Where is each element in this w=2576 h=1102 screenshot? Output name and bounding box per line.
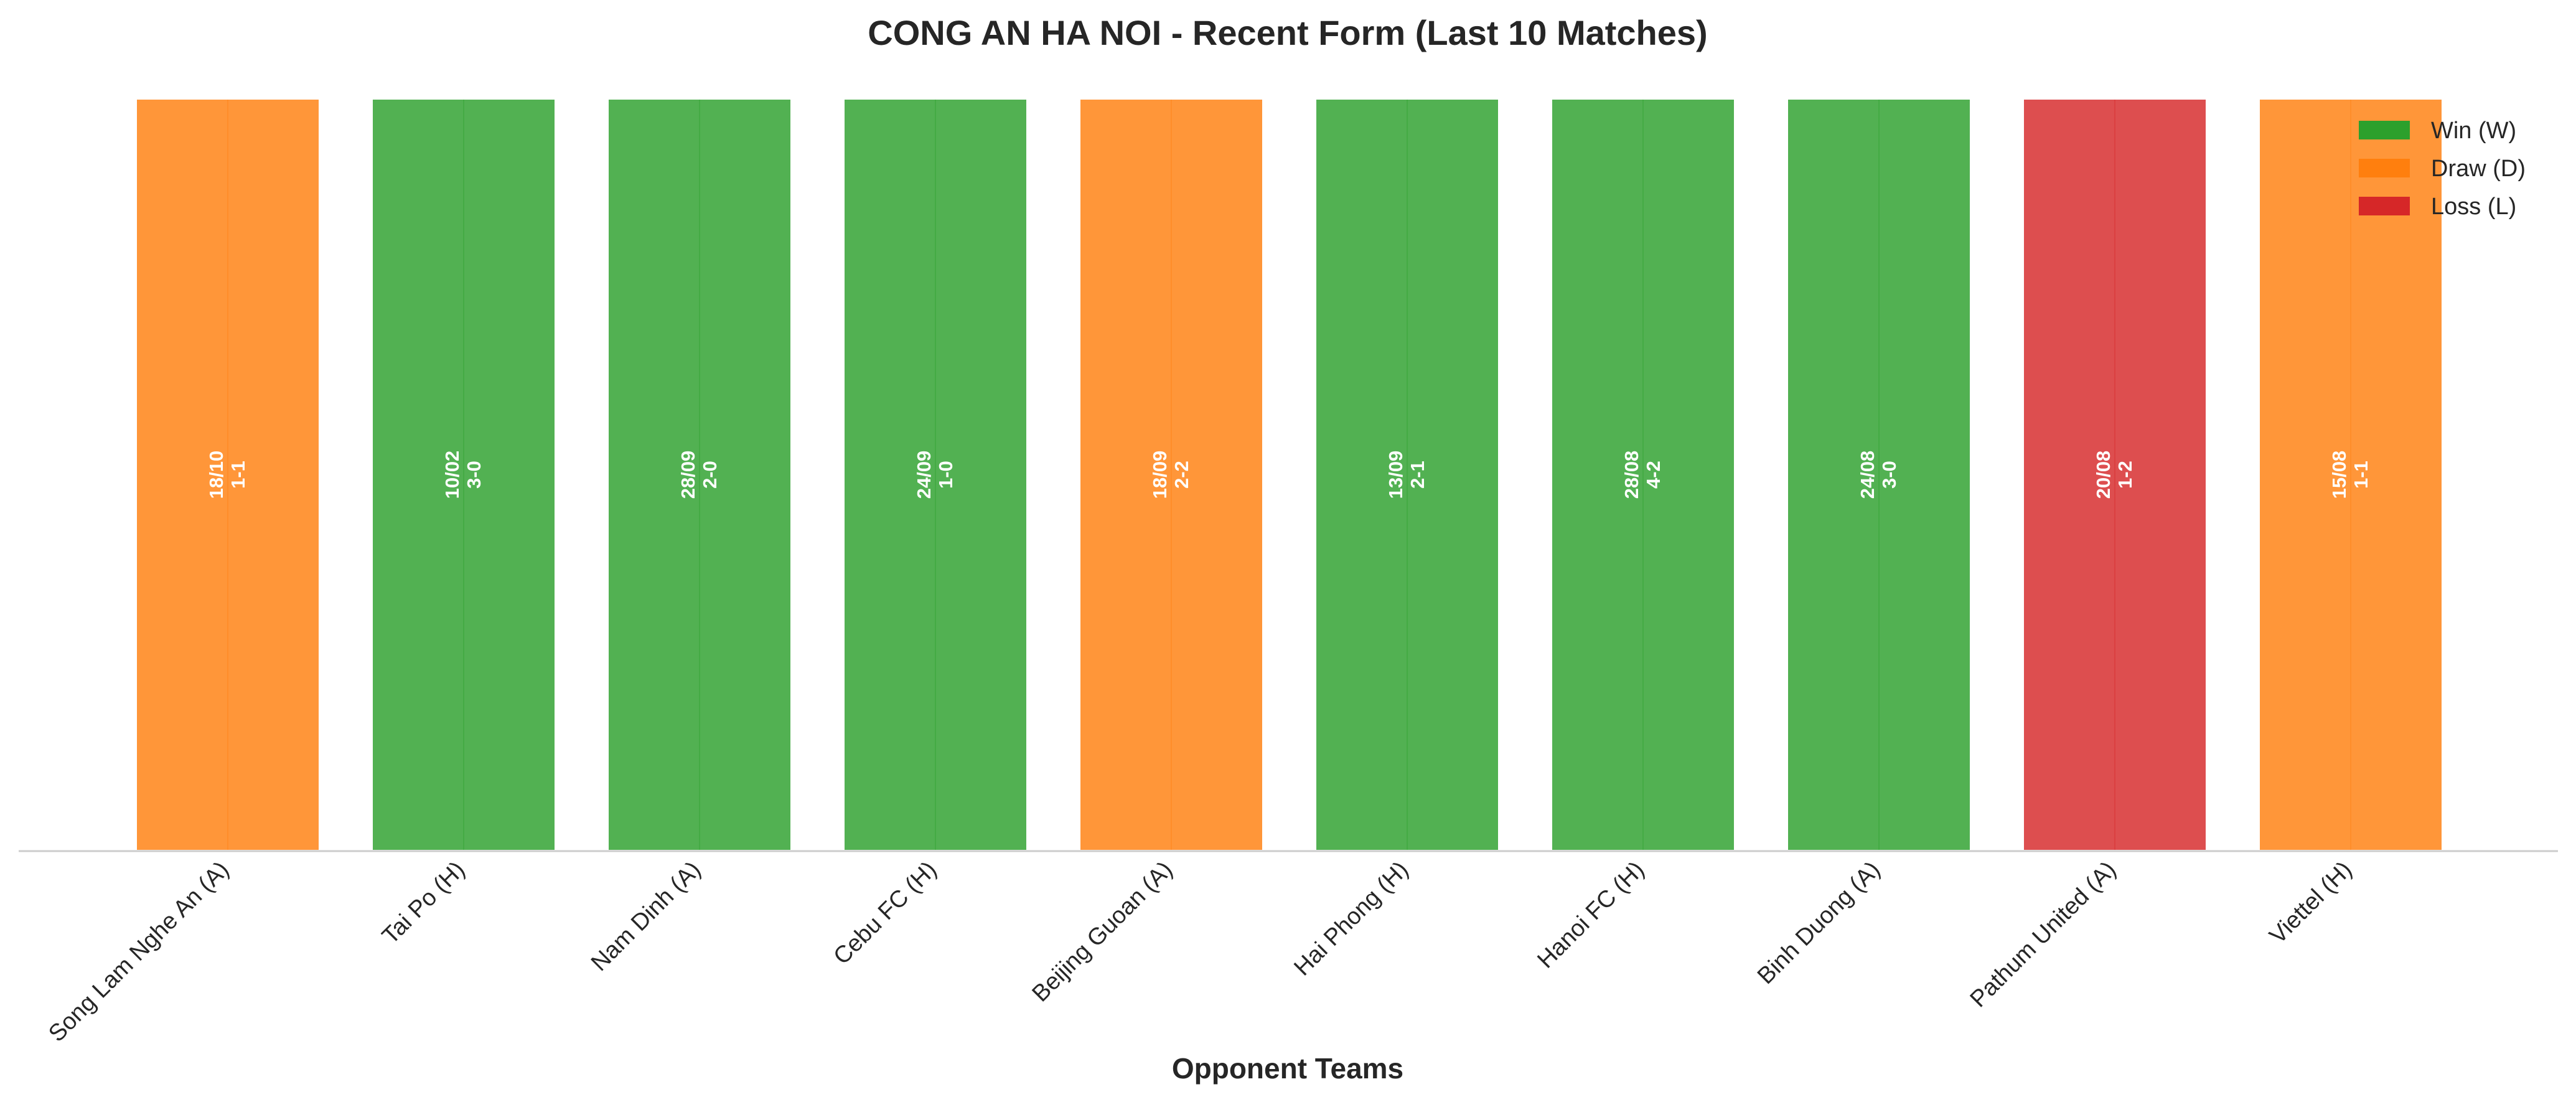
x-tick-label: Hai Phong (H) (1289, 857, 1413, 981)
x-tick-label: Nam Dinh (A) (586, 857, 706, 976)
chart-title: CONG AN HA NOI - Recent Form (Last 10 Ma… (868, 13, 1707, 52)
x-tick-label: Tai Po (H) (377, 857, 470, 949)
match-score: 1-0 (935, 461, 957, 489)
legend-label: Win (W) (2431, 118, 2516, 144)
match-score: 2-1 (1407, 461, 1428, 489)
match-date: 28/09 (677, 451, 699, 499)
legend-swatch (2359, 159, 2410, 177)
bars-layer: 18/101-1 10/023-0 28/092-0 24/091-0 18/092-2… (134, 97, 2444, 852)
bar (134, 97, 321, 852)
bar-group: 24/083-0 (1786, 97, 1972, 852)
match-date: 18/10 (205, 451, 227, 499)
match-date: 15/08 (2328, 451, 2350, 499)
x-tick-label: Song Lam Nghe An (A) (44, 857, 234, 1047)
bar-group: 24/091-0 (842, 97, 1029, 852)
legend-swatch (2359, 197, 2410, 215)
bar-data-label: 24/091-0 (913, 451, 957, 499)
bar (1314, 97, 1501, 852)
legend-item: Win (W) (2359, 118, 2516, 144)
bar-data-label: 10/023-0 (441, 451, 485, 499)
x-tick-label: Viettel (H) (2265, 857, 2358, 949)
bar-data-label: 20/081-2 (2092, 451, 2136, 499)
match-score: 3-0 (463, 461, 485, 489)
bar-group: 10/023-0 (370, 97, 557, 852)
x-axis-label: Opponent Teams (1172, 1052, 1403, 1085)
bar-group: 13/092-1 (1314, 97, 1501, 852)
x-tick-label: Beijing Guoan (A) (1028, 857, 1178, 1007)
bar-group: 28/092-0 (606, 97, 793, 852)
bar-data-label: 28/084-2 (1621, 451, 1664, 499)
match-date: 24/08 (1857, 451, 1878, 499)
bar-data-label: 18/092-2 (1149, 451, 1192, 499)
match-score: 1-1 (227, 461, 249, 489)
bar-data-label: 28/092-0 (677, 451, 721, 499)
bar (842, 97, 1029, 852)
x-tick-label: Binh Duong (A) (1753, 857, 1885, 989)
match-date: 13/09 (1385, 451, 1407, 499)
bar-data-label: 24/083-0 (1857, 451, 1900, 499)
match-score: 1-2 (2114, 461, 2136, 489)
bar-group: 15/081-1 (2257, 97, 2444, 852)
legend-item: Loss (L) (2359, 194, 2516, 220)
bar-data-label: 18/101-1 (205, 451, 249, 499)
x-tick-label: Hanoi FC (H) (1532, 857, 1649, 974)
match-date: 20/08 (2092, 451, 2114, 499)
bar-data-label: 13/092-1 (1385, 451, 1428, 499)
bar-group: 28/084-2 (1550, 97, 1736, 852)
bar-group: 18/092-2 (1078, 97, 1265, 852)
legend-label: Draw (D) (2431, 156, 2526, 182)
match-score: 1-1 (2350, 461, 2372, 489)
bar (606, 97, 793, 852)
bar-group: 20/081-2 (2021, 97, 2208, 852)
legend-label: Loss (L) (2431, 194, 2516, 220)
legend: Win (W) Draw (D) Loss (L) (2359, 118, 2526, 220)
match-score: 4-2 (1642, 461, 1664, 489)
bar-data-label: 15/081-1 (2328, 451, 2372, 499)
match-date: 10/02 (441, 451, 463, 499)
match-date: 24/09 (913, 451, 935, 499)
bar (370, 97, 557, 852)
match-score: 2-0 (699, 461, 721, 489)
x-tick-label: Pathum United (A) (1965, 857, 2122, 1013)
bar-group: 18/101-1 (134, 97, 321, 852)
bar (1550, 97, 1736, 852)
legend-item: Draw (D) (2359, 156, 2526, 182)
bar (2257, 97, 2444, 852)
bar (1078, 97, 1265, 852)
x-tick-label: Cebu FC (H) (828, 857, 942, 970)
match-score: 3-0 (1878, 461, 1900, 489)
x-tick-labels: Song Lam Nghe An (A) Tai Po (H) Nam Dinh (… (44, 857, 2357, 1047)
match-date: 28/08 (1621, 451, 1642, 499)
match-date: 18/09 (1149, 451, 1171, 499)
legend-swatch (2359, 121, 2410, 139)
match-score: 2-2 (1171, 461, 1192, 489)
